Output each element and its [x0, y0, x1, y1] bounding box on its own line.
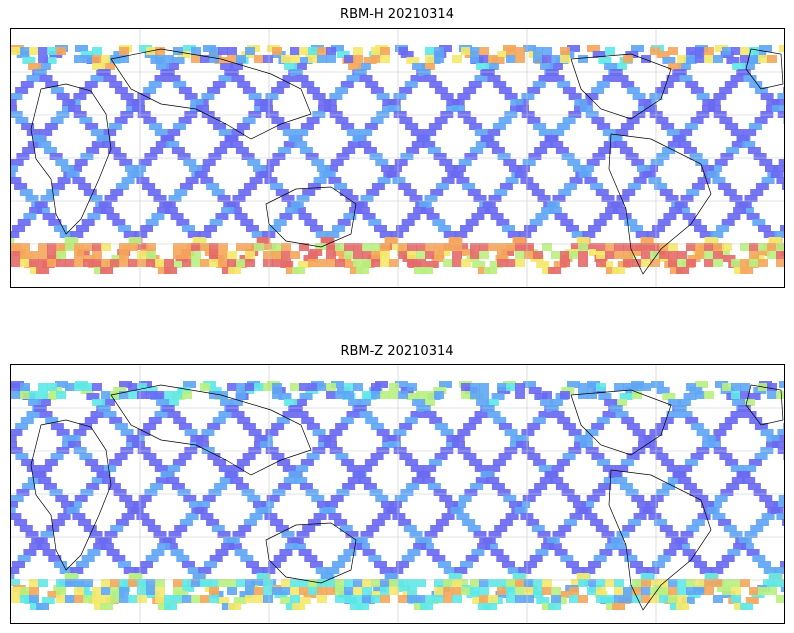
south-america-coastline: [608, 469, 712, 611]
panel-title-bottom: RBM-Z 20210314: [340, 344, 454, 359]
asia-coastline: [110, 48, 312, 140]
panel-title-top: RBM-H 20210314: [340, 7, 454, 22]
graticule: [11, 365, 784, 623]
map-panel-top: [10, 28, 785, 288]
south-america-coastline: [608, 133, 712, 275]
swath-map-bottom: [11, 365, 784, 623]
map-panel-bottom: [10, 364, 785, 624]
graticule: [11, 29, 784, 287]
swath-layer: [11, 45, 784, 274]
north-america-coastline: [570, 389, 672, 456]
coastlines: [30, 384, 784, 611]
australia-coastline: [265, 186, 357, 248]
swath-map-top: [11, 29, 784, 287]
north-america-coastline: [570, 53, 672, 120]
greenland-coastline: [745, 384, 784, 426]
asia-coastline: [110, 384, 312, 476]
coastlines: [30, 48, 784, 275]
africa-coastline: [30, 83, 112, 235]
africa-coastline: [30, 419, 112, 571]
australia-coastline: [265, 522, 357, 584]
swath-layer: [11, 381, 784, 610]
greenland-coastline: [745, 48, 784, 90]
